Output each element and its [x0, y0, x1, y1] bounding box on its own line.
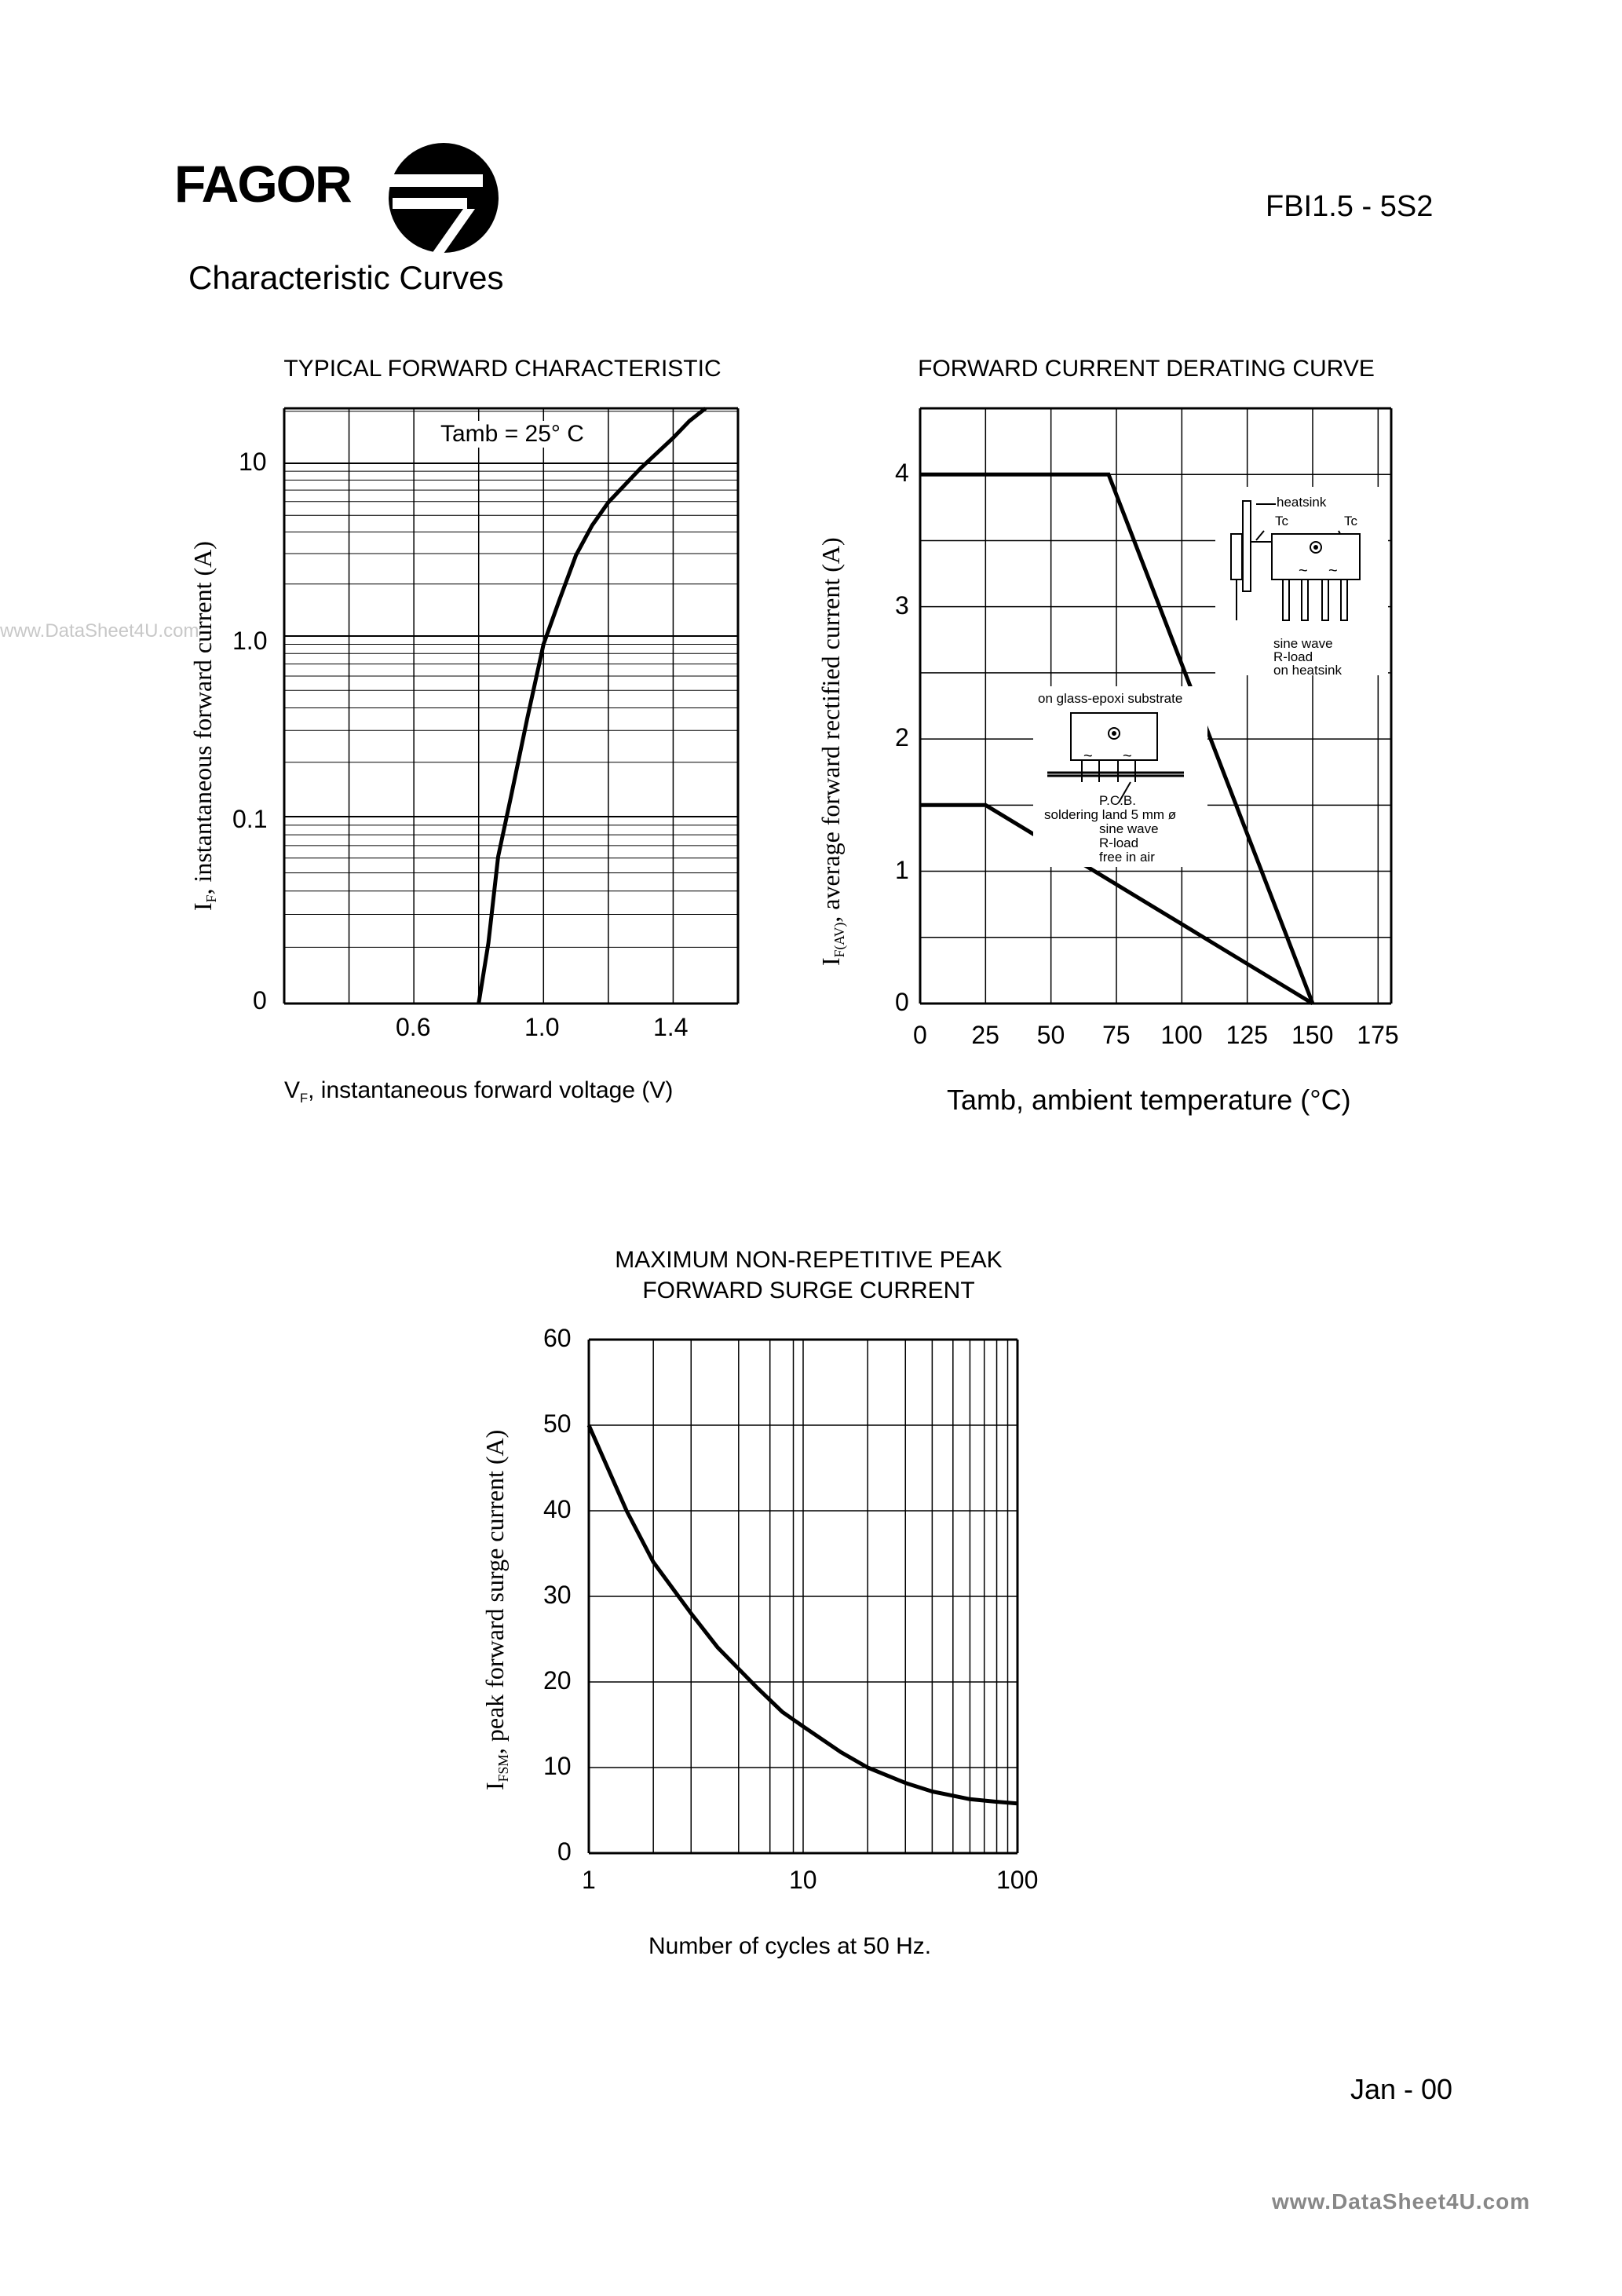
inset-pcb-note-2: sine wave	[1099, 821, 1159, 836]
chart2-xtick-25: 25	[971, 1021, 999, 1049]
chart3-xtick-100: 100	[996, 1866, 1039, 1894]
chart3-ytick-50: 50	[543, 1409, 572, 1438]
inset-heatsink-note-2: R-load	[1273, 649, 1313, 664]
inset-pcb-note-4: free in air	[1099, 850, 1155, 865]
inset-pcb-tilde-1: ~	[1083, 748, 1093, 765]
chart2-ytick-1: 1	[895, 855, 909, 884]
chart2-xtick-175: 175	[1357, 1021, 1399, 1049]
inset-tc-right: Tc	[1344, 514, 1357, 528]
chart1-ytick-10: 10	[239, 448, 267, 476]
chart1-series-line	[477, 407, 707, 1004]
inset-pcb-tilde-2: ~	[1123, 748, 1132, 765]
chart2-series-line-1	[920, 472, 1315, 1004]
chart3-series-line	[586, 1424, 1018, 1806]
chart1-ytick-1: 1.0	[232, 627, 268, 655]
inset-tilde-1: ~	[1299, 562, 1308, 579]
chart3-ylabel: IFSM, peak forward surge current (A)	[480, 1429, 512, 1790]
chart1-title: TYPICAL FORWARD CHARACTERISTIC	[283, 356, 721, 382]
chart1-xlabel: VF, instantaneous forward voltage (V)	[284, 1077, 674, 1106]
chart1-ytick-0.1: 0.1	[232, 805, 268, 833]
inset-tc-left: Tc	[1275, 514, 1288, 528]
chart2-xtick-100: 100	[1160, 1021, 1203, 1049]
part-number: FBI1.5 - 5S2	[1266, 190, 1434, 223]
chart2-xtick-75: 75	[1102, 1021, 1131, 1049]
chart2-ytick-4: 4	[895, 459, 909, 488]
chart2-xlabel: Tamb, ambient temperature (°C)	[947, 1084, 1351, 1116]
chart3-ytick-10: 10	[543, 1752, 572, 1780]
chart2-xtick-0: 0	[913, 1021, 927, 1049]
inset-heatsink-note-3: on heatsink	[1273, 663, 1342, 678]
inset-pcb-label: P.C.B.	[1099, 793, 1136, 808]
watermark-right: www.DataSheet4U.com	[1272, 2189, 1531, 2214]
chart3-title-line2: FORWARD SURGE CURRENT	[642, 1278, 975, 1303]
brand-name: FAGOR	[174, 155, 353, 213]
chart2-series-line-2	[920, 803, 1314, 1006]
watermark-left: www.DataSheet4U.com	[0, 620, 199, 642]
inset-heatsink-label: heatsink	[1277, 495, 1327, 510]
inset-pcb-note-3: R-load	[1099, 835, 1139, 850]
chart1-annotation: Tamb = 25° C	[436, 421, 589, 448]
chart3-ytick-20: 20	[543, 1666, 572, 1695]
inset-tilde-2: ~	[1328, 562, 1338, 579]
brand-logo: FAGOR	[174, 154, 353, 214]
chart3-xtick-10: 10	[789, 1866, 817, 1894]
chart1-ytick-0: 0	[253, 986, 267, 1015]
chart3-ytick-0: 0	[557, 1837, 572, 1866]
chart3-ytick-30: 30	[543, 1581, 572, 1609]
chart2-xtick-125: 125	[1226, 1021, 1269, 1049]
inset-pcb-title: on glass-epoxi substrate	[1038, 691, 1183, 706]
chart2-xtick-50: 50	[1036, 1021, 1065, 1049]
chart2-xtick-150: 150	[1291, 1021, 1334, 1049]
chart2-ytick-0: 0	[895, 988, 909, 1016]
section-title: Characteristic Curves	[188, 259, 504, 296]
footer-date: Jan - 00	[1350, 2073, 1453, 2105]
chart3-ytick-40: 40	[543, 1495, 572, 1523]
chart3-xtick-1: 1	[582, 1866, 596, 1894]
chart2-ytick-2: 2	[895, 723, 909, 752]
inset-pcb-note-1: soldering land 5 mm ø	[1044, 807, 1177, 822]
chart1-xtick-0.6: 0.6	[396, 1013, 431, 1041]
chart3-title-line1: MAXIMUM NON-REPETITIVE PEAK	[615, 1247, 1003, 1273]
chart3-xlabel: Number of cycles at 50 Hz.	[648, 1933, 932, 1959]
chart2-title: FORWARD CURRENT DERATING CURVE	[918, 356, 1375, 382]
inset-heatsink-note-1: sine wave	[1273, 636, 1333, 651]
chart1-xtick-1.0: 1.0	[524, 1013, 560, 1041]
chart1-xtick-1.4: 1.4	[653, 1013, 689, 1041]
chart2-ytick-3: 3	[895, 590, 909, 620]
chart3-ytick-60: 60	[543, 1324, 572, 1352]
